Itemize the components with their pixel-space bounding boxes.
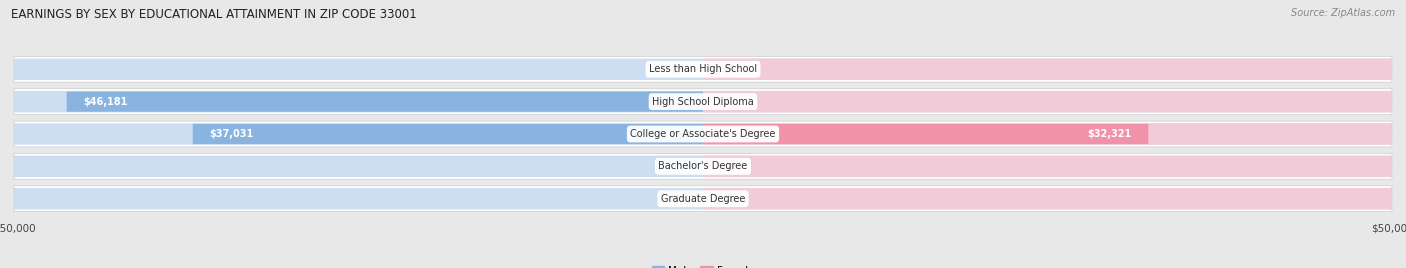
Text: $37,031: $37,031 bbox=[209, 129, 253, 139]
FancyBboxPatch shape bbox=[14, 154, 1392, 179]
FancyBboxPatch shape bbox=[14, 186, 1392, 212]
Text: $32,321: $32,321 bbox=[1088, 129, 1132, 139]
FancyBboxPatch shape bbox=[14, 156, 1392, 177]
FancyBboxPatch shape bbox=[703, 156, 1392, 177]
FancyBboxPatch shape bbox=[193, 124, 703, 144]
FancyBboxPatch shape bbox=[14, 89, 1392, 114]
Text: $46,181: $46,181 bbox=[83, 97, 128, 107]
FancyBboxPatch shape bbox=[703, 124, 1149, 144]
Text: $0: $0 bbox=[671, 64, 682, 74]
Text: Graduate Degree: Graduate Degree bbox=[661, 194, 745, 204]
Text: $0: $0 bbox=[724, 194, 735, 204]
FancyBboxPatch shape bbox=[703, 123, 1392, 145]
Text: $0: $0 bbox=[724, 64, 735, 74]
Text: College or Associate's Degree: College or Associate's Degree bbox=[630, 129, 776, 139]
Text: High School Diploma: High School Diploma bbox=[652, 97, 754, 107]
FancyBboxPatch shape bbox=[66, 92, 703, 112]
FancyBboxPatch shape bbox=[703, 58, 1392, 80]
FancyBboxPatch shape bbox=[703, 188, 1392, 210]
Text: $0: $0 bbox=[724, 161, 735, 171]
FancyBboxPatch shape bbox=[14, 188, 1392, 210]
Text: EARNINGS BY SEX BY EDUCATIONAL ATTAINMENT IN ZIP CODE 33001: EARNINGS BY SEX BY EDUCATIONAL ATTAINMEN… bbox=[11, 8, 418, 21]
Text: Bachelor's Degree: Bachelor's Degree bbox=[658, 161, 748, 171]
FancyBboxPatch shape bbox=[14, 56, 1392, 82]
Text: $0: $0 bbox=[724, 97, 735, 107]
FancyBboxPatch shape bbox=[14, 123, 1392, 145]
Text: Less than High School: Less than High School bbox=[650, 64, 756, 74]
Legend: Male, Female: Male, Female bbox=[647, 261, 759, 268]
Text: Source: ZipAtlas.com: Source: ZipAtlas.com bbox=[1291, 8, 1395, 18]
FancyBboxPatch shape bbox=[14, 121, 1392, 147]
Text: $0: $0 bbox=[671, 194, 682, 204]
FancyBboxPatch shape bbox=[14, 91, 1392, 112]
FancyBboxPatch shape bbox=[703, 91, 1392, 112]
Text: $0: $0 bbox=[671, 161, 682, 171]
FancyBboxPatch shape bbox=[14, 58, 1392, 80]
